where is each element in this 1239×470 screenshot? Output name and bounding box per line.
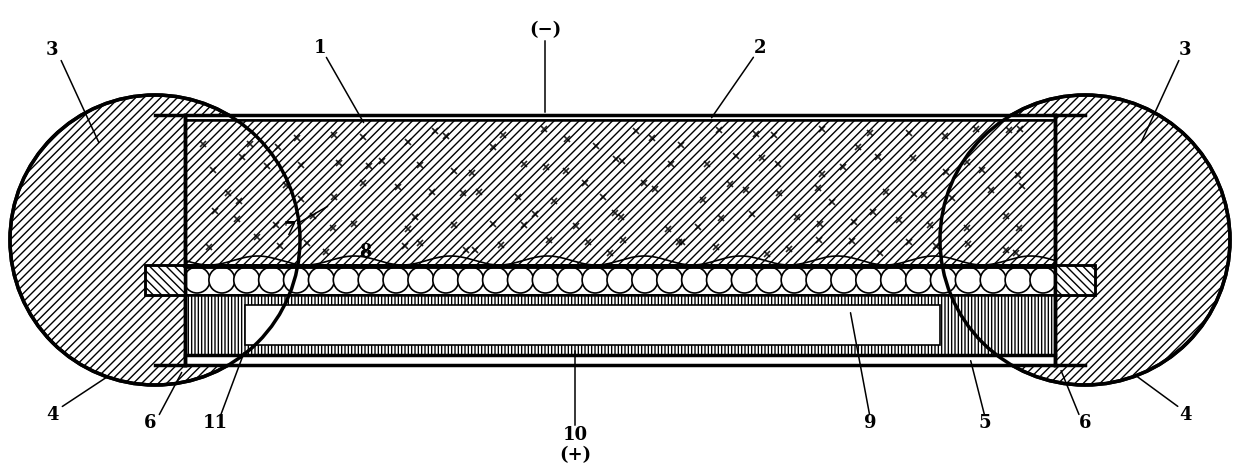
Circle shape	[681, 267, 707, 293]
Bar	[145, 265, 185, 295]
Circle shape	[482, 267, 508, 293]
Text: 5: 5	[979, 414, 991, 432]
Circle shape	[309, 267, 335, 293]
Bar	[185, 295, 1054, 355]
Text: 7: 7	[284, 221, 296, 239]
Text: 6: 6	[1079, 414, 1092, 432]
Circle shape	[906, 267, 932, 293]
Circle shape	[432, 267, 458, 293]
Circle shape	[185, 267, 209, 293]
Text: 10: 10	[563, 426, 587, 444]
Circle shape	[756, 267, 782, 293]
Text: 4: 4	[46, 406, 58, 424]
Circle shape	[632, 267, 658, 293]
Circle shape	[1005, 267, 1031, 293]
Circle shape	[582, 267, 608, 293]
Circle shape	[731, 267, 757, 293]
Bar	[1054, 265, 1095, 295]
Ellipse shape	[940, 95, 1230, 385]
Circle shape	[807, 267, 833, 293]
Circle shape	[209, 267, 235, 293]
Text: 3: 3	[1178, 41, 1191, 59]
Circle shape	[881, 267, 907, 293]
Circle shape	[955, 267, 981, 293]
Text: 8: 8	[359, 243, 372, 261]
Text: (+): (+)	[559, 446, 591, 464]
Circle shape	[408, 267, 434, 293]
Circle shape	[508, 267, 534, 293]
Circle shape	[457, 267, 483, 293]
Circle shape	[781, 267, 807, 293]
Text: 11: 11	[202, 414, 228, 432]
Circle shape	[980, 267, 1006, 293]
Circle shape	[856, 267, 882, 293]
Bar	[185, 115, 1054, 365]
Circle shape	[383, 267, 409, 293]
Text: 1: 1	[313, 39, 326, 57]
Bar	[1054, 265, 1095, 295]
Circle shape	[259, 267, 285, 293]
Circle shape	[706, 267, 732, 293]
Circle shape	[333, 267, 359, 293]
Circle shape	[607, 267, 633, 293]
Bar	[185, 120, 1054, 265]
Circle shape	[831, 267, 857, 293]
Circle shape	[558, 267, 584, 293]
Text: 9: 9	[864, 414, 876, 432]
Bar	[185, 295, 1054, 355]
Text: (−): (−)	[529, 21, 561, 39]
Ellipse shape	[10, 95, 300, 385]
Circle shape	[533, 267, 559, 293]
Bar	[145, 265, 185, 295]
Bar	[185, 265, 1054, 295]
Circle shape	[1030, 267, 1056, 293]
Circle shape	[234, 267, 260, 293]
Circle shape	[284, 267, 310, 293]
Circle shape	[930, 267, 957, 293]
Bar	[185, 120, 1054, 265]
Text: 6: 6	[144, 414, 156, 432]
Bar	[245, 305, 940, 345]
Circle shape	[358, 267, 384, 293]
Text: 3: 3	[46, 41, 58, 59]
Circle shape	[657, 267, 683, 293]
Text: 2: 2	[753, 39, 766, 57]
Text: 4: 4	[1178, 406, 1191, 424]
